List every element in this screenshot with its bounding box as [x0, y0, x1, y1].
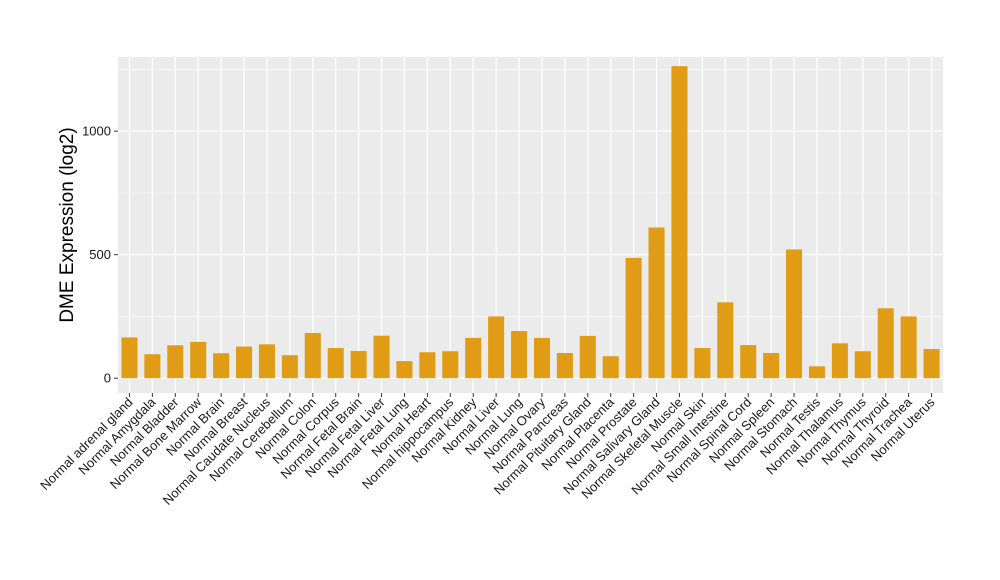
bar — [877, 308, 894, 379]
y-tick-label: 1000 — [82, 124, 111, 139]
minor-gridlines — [118, 69, 943, 317]
bar — [419, 352, 436, 379]
bar — [786, 249, 803, 379]
bar — [304, 332, 321, 379]
bars — [121, 66, 940, 379]
bar — [923, 349, 940, 379]
bar — [854, 351, 871, 379]
bar — [831, 343, 848, 379]
bar — [625, 257, 642, 379]
bar — [327, 348, 344, 379]
bar — [533, 337, 550, 379]
bar — [465, 337, 482, 379]
bar — [511, 330, 528, 379]
bar — [717, 302, 734, 379]
bar — [488, 316, 505, 379]
y-axis-ticks: 0 500 1000 — [82, 124, 118, 386]
bar — [236, 346, 253, 379]
y-axis-title: DME Expression (log2) — [57, 127, 78, 322]
bar — [350, 351, 367, 379]
bar — [648, 227, 665, 379]
y-tick-label: 0 — [104, 371, 111, 386]
plot-panel — [118, 57, 943, 393]
bar — [556, 352, 573, 379]
bar — [808, 366, 825, 379]
bar — [190, 341, 207, 379]
bar — [694, 348, 711, 379]
bar — [763, 352, 780, 379]
bar — [373, 335, 390, 379]
bar — [602, 356, 619, 379]
bar — [213, 353, 230, 379]
bar — [144, 354, 161, 379]
bar — [740, 345, 757, 379]
bar — [442, 351, 459, 379]
bar — [121, 337, 138, 379]
bar — [671, 66, 688, 379]
bar — [258, 344, 275, 379]
bar — [167, 345, 184, 379]
bar — [900, 316, 917, 379]
bar — [579, 335, 596, 379]
bar — [396, 361, 413, 379]
y-tick-label: 500 — [89, 247, 111, 262]
bar — [281, 355, 298, 379]
